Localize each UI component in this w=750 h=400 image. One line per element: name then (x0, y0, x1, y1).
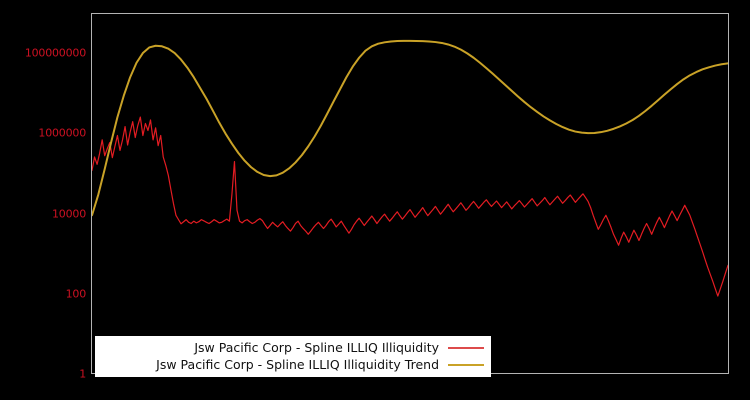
series-illiquidity-trend-line (92, 39, 728, 217)
legend-entry-illiquidity[interactable]: Jsw Pacific Corp - Spline ILLIQ Illiquid… (96, 339, 490, 356)
legend-label-illiquidity: Jsw Pacific Corp - Spline ILLIQ Illiquid… (194, 340, 439, 355)
legend-label-illiquidity-trend: Jsw Pacific Corp - Spline ILLIQ Illiquid… (156, 357, 439, 372)
plot-area (91, 13, 729, 374)
y-tick-label-100: 100 (65, 287, 87, 301)
chart-legend: Jsw Pacific Corp - Spline ILLIQ Illiquid… (95, 336, 491, 377)
y-tick-label-1: 1 (79, 367, 86, 381)
legend-swatch-illiquidity (448, 346, 484, 349)
y-axis-tick-labels: 1 100 10000 1000000 100000000 (0, 0, 86, 400)
legend-entry-illiquidity-trend[interactable]: Jsw Pacific Corp - Spline ILLIQ Illiquid… (96, 356, 490, 373)
chart-canvas (92, 39, 728, 297)
y-tick-label-100000000: 100000000 (24, 46, 86, 60)
y-tick-label-10000: 10000 (52, 207, 86, 221)
series-illiquidity-line (92, 116, 728, 297)
legend-swatch-illiquidity-trend (448, 363, 484, 366)
y-tick-label-1000000: 1000000 (38, 126, 86, 140)
